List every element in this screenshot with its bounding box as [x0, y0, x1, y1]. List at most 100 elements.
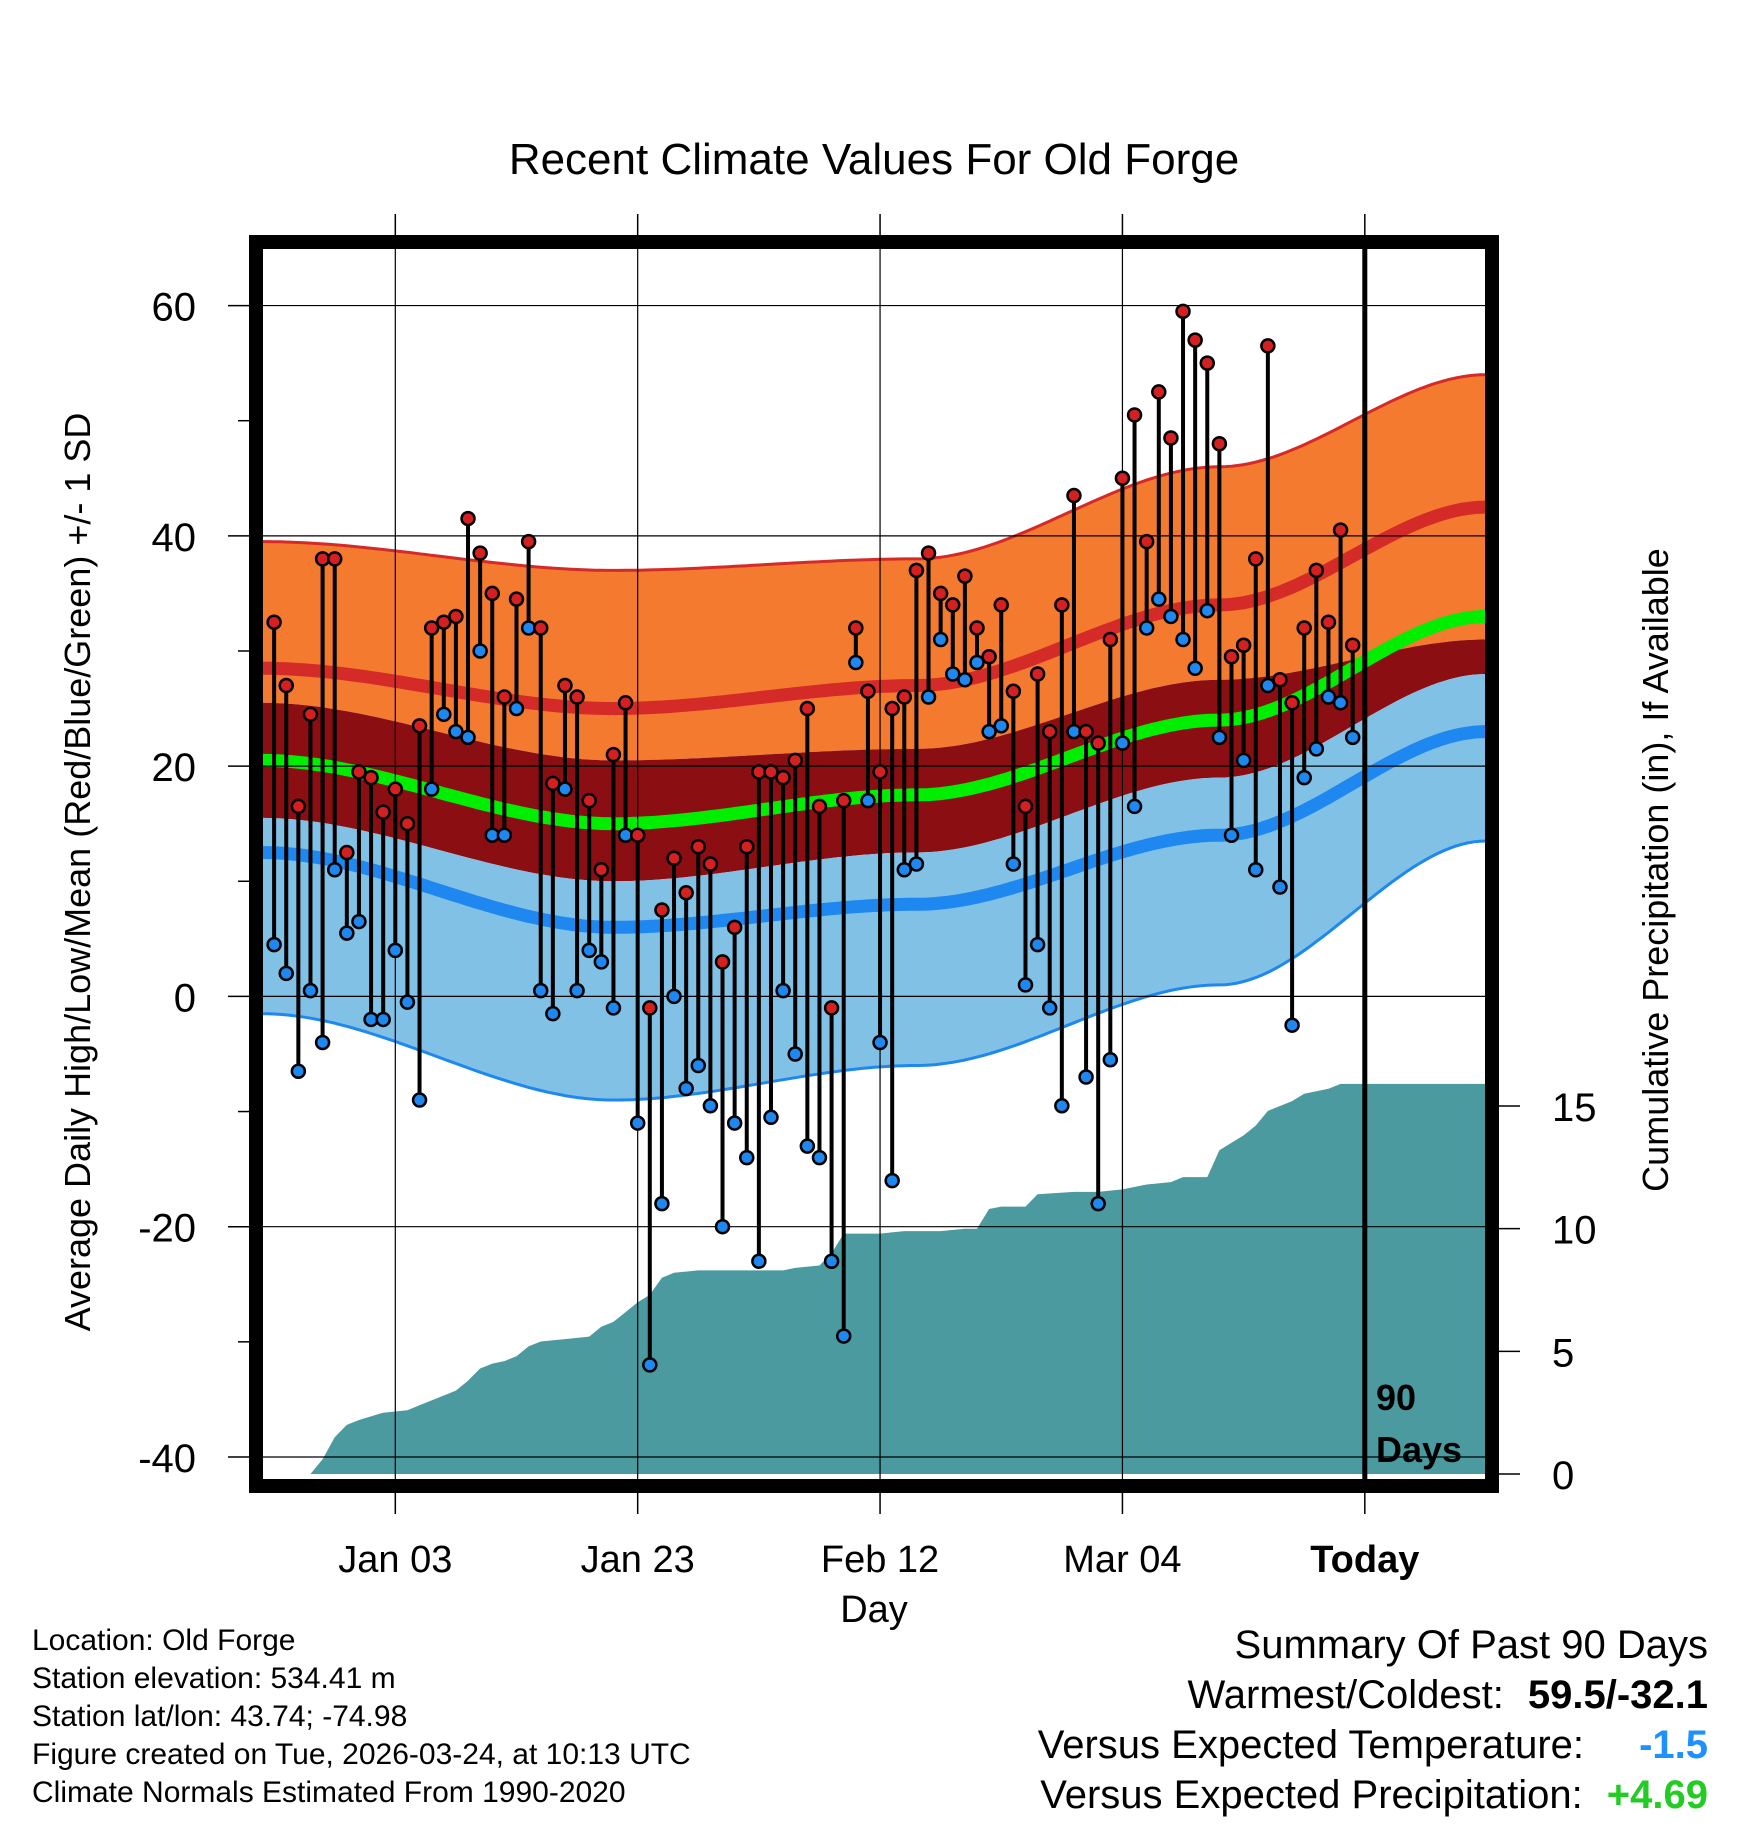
daily-low-point	[496, 827, 513, 843]
y-right-tick-label: 15	[1552, 1086, 1597, 1130]
daily-low-point	[884, 1172, 900, 1189]
summary-panel: Summary Of Past 90 Days Warmest/Coldest:…	[1038, 1620, 1708, 1820]
daily-low-point	[920, 689, 937, 705]
daily-low-point	[848, 654, 864, 671]
daily-high-point	[775, 769, 791, 786]
daily-high-point	[1235, 637, 1252, 653]
daily-high-point	[617, 695, 634, 711]
daily-low-point	[593, 954, 610, 970]
daily-high-point	[872, 764, 888, 780]
daily-high-point	[1272, 672, 1288, 688]
daily-high-point	[436, 614, 452, 630]
daily-high-point	[799, 700, 816, 717]
daily-high-point	[1114, 470, 1131, 487]
low-sd-band	[262, 674, 1486, 1100]
daily-high-point	[1284, 695, 1300, 711]
daily-low-point	[1090, 1195, 1106, 1212]
y-left-tick-label: 0	[174, 976, 196, 1020]
warmest-value: 59.5/-32.1	[1527, 1673, 1708, 1717]
daily-high-point	[557, 677, 573, 694]
daily-high-point	[1041, 723, 1058, 740]
daily-low-point	[1078, 1069, 1094, 1085]
daily-low-point	[1041, 1000, 1058, 1016]
daily-high-point	[1260, 338, 1276, 354]
daily-low-point	[399, 994, 416, 1010]
y-right-tick-label: 10	[1552, 1209, 1597, 1253]
daily-low-point	[739, 1149, 755, 1166]
daily-low-point	[932, 631, 949, 648]
daily-low-point	[1332, 695, 1349, 711]
location-text: Location: Old Forge	[32, 1624, 296, 1657]
y-left-tick-label: 40	[152, 516, 197, 560]
daily-low-point	[993, 718, 1009, 734]
daily-low-point	[375, 1011, 391, 1028]
daily-high-point	[363, 769, 379, 786]
daily-high-point	[678, 885, 694, 901]
daily-high-point	[629, 827, 646, 843]
latlon-text: Station lat/lon: 43.74; -74.98	[32, 1700, 408, 1733]
daily-low-point	[896, 862, 913, 878]
low-normal-line	[262, 725, 1486, 934]
daily-high-point	[945, 597, 961, 613]
daily-high-point	[496, 689, 513, 705]
daily-high-point	[520, 533, 537, 550]
daily-low-point	[1296, 769, 1312, 786]
daily-high-point	[326, 551, 343, 567]
daily-high-point	[1017, 798, 1034, 815]
temp-value: -1.5	[1639, 1723, 1708, 1767]
daily-high-point	[1175, 303, 1191, 320]
daily-high-point	[399, 815, 416, 832]
summary-title: Summary Of Past 90 Days	[1234, 1623, 1708, 1667]
y-right-tick-label: 5	[1552, 1331, 1574, 1375]
daily-high-point	[823, 1000, 840, 1016]
daily-low-point	[351, 913, 367, 930]
daily-high-point	[1344, 637, 1361, 653]
daily-high-point	[957, 568, 973, 584]
daily-high-point	[1223, 648, 1240, 665]
daily-low-point	[266, 936, 282, 953]
daily-high-point	[1211, 435, 1228, 452]
y-axis-right-label: Cumulative Precipitation (in), If Availa…	[1635, 548, 1676, 1192]
daily-low-point	[1199, 602, 1216, 619]
daily-low-point	[945, 666, 961, 682]
daily-low-point	[908, 856, 925, 872]
daily-high-point	[714, 954, 731, 970]
daily-low-point	[278, 965, 294, 982]
daily-high-point	[472, 545, 488, 561]
daily-low-point	[1284, 1017, 1300, 1033]
y-right-tick-label: 0	[1552, 1454, 1574, 1498]
daily-low-point	[799, 1138, 816, 1154]
daily-low-point	[1102, 1051, 1119, 1068]
daily-low-point	[1138, 620, 1155, 636]
daily-high-point	[1054, 597, 1070, 613]
today-days-number: 90	[1376, 1377, 1416, 1418]
daily-high-point	[1308, 562, 1325, 579]
daily-high-point	[1247, 551, 1264, 567]
daily-low-point	[472, 643, 488, 659]
plot-area: Jan 03 Jan 23 Feb 12 Mar 04 Today 60 40 20 0 -20 -…	[138, 214, 1597, 1581]
daily-high-point	[593, 862, 610, 878]
daily-low-point	[1151, 591, 1167, 607]
x-tick-label: Mar 04	[1063, 1539, 1181, 1581]
daily-high-point	[375, 804, 391, 820]
daily-low-point	[569, 982, 585, 999]
daily-low-point	[702, 1098, 719, 1114]
daily-low-point	[1211, 729, 1228, 746]
daily-high-point	[581, 792, 597, 809]
daily-high-point	[532, 620, 549, 636]
daily-high-point	[351, 764, 367, 780]
y-left-tick-label: 20	[152, 746, 197, 790]
daily-low-point	[751, 1253, 767, 1269]
daily-high-point	[460, 510, 476, 527]
daily-low-point	[605, 1000, 622, 1016]
daily-low-point	[1308, 741, 1325, 757]
high-sd-upper-line	[262, 373, 1486, 572]
station-info: Location: Old Forge Station elevation: 5…	[32, 1622, 691, 1812]
daily-low-point	[1223, 827, 1240, 843]
daily-high-point	[423, 620, 440, 636]
daily-low-point	[1175, 631, 1191, 648]
daily-high-point	[1320, 614, 1337, 630]
daily-low-point	[1054, 1098, 1070, 1114]
daily-low-point	[1163, 608, 1179, 625]
